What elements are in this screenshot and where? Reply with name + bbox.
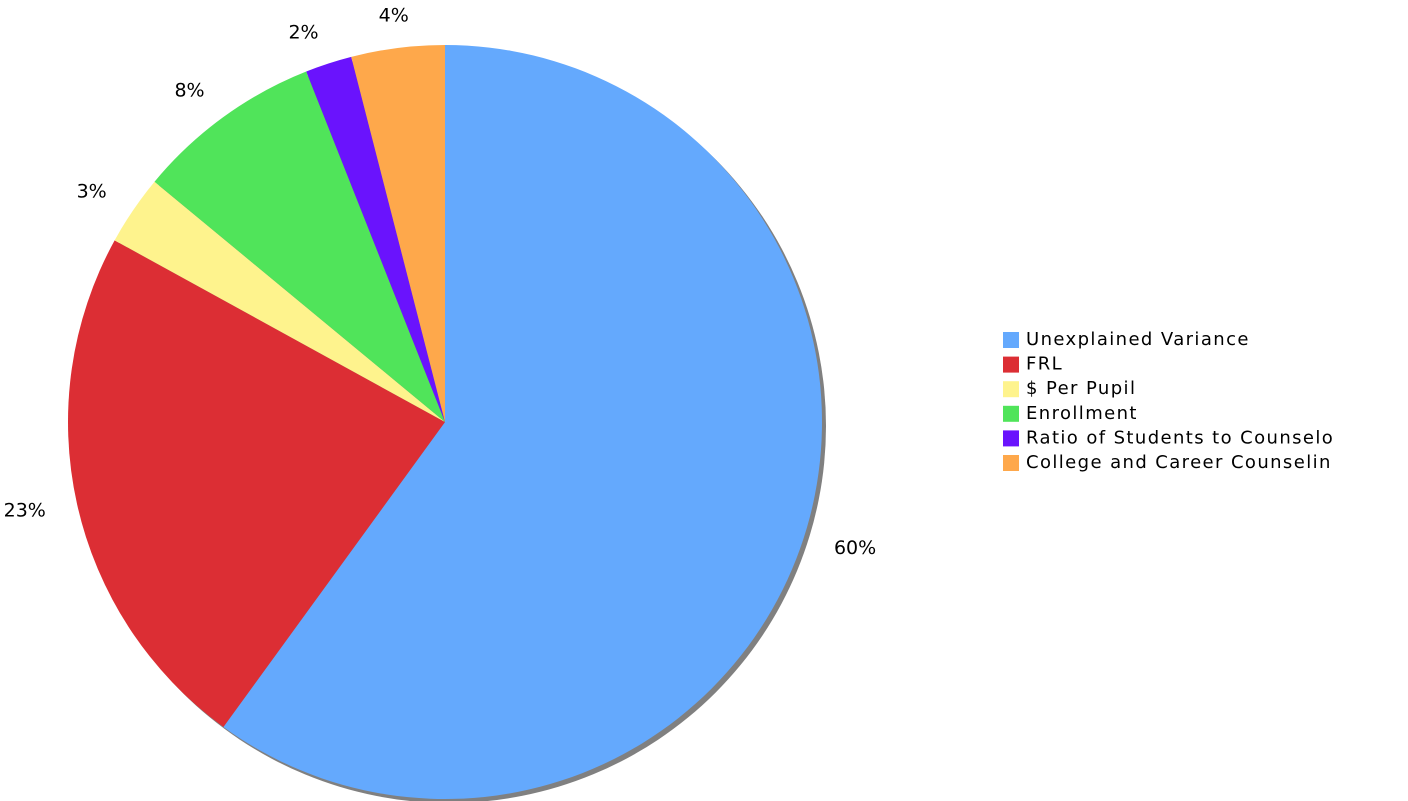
legend-label: Ratio of Students to Counselo <box>1026 427 1334 448</box>
data-labels: 60% 23% 3% 8% 2% 4% <box>4 5 877 559</box>
legend-swatch <box>1003 430 1019 447</box>
legend-label: Unexplained Variance <box>1026 329 1250 350</box>
legend-swatch <box>1003 455 1019 471</box>
pie-slice <box>154 71 445 422</box>
legend-swatch <box>1003 381 1019 398</box>
legend-swatch <box>1003 356 1019 373</box>
data-label: 3% <box>77 181 107 203</box>
pie-slice <box>223 45 822 800</box>
pie <box>67 45 822 800</box>
pie-slice <box>114 181 445 422</box>
data-label: 60% <box>834 537 876 559</box>
legend-swatch <box>1003 405 1019 422</box>
pie-slice <box>306 56 445 422</box>
legend-label: FRL <box>1026 354 1063 375</box>
legend-label: College and Career Counselin <box>1026 452 1332 473</box>
pie-slice <box>67 240 445 727</box>
legend-swatch <box>1003 332 1019 348</box>
data-label: 4% <box>379 5 409 27</box>
pie-slice <box>351 45 445 422</box>
legend: Unexplained Variance FRL $ Per Pupil Enroll… <box>1003 329 1334 473</box>
data-label: 2% <box>288 22 318 44</box>
data-label: 23% <box>4 500 46 522</box>
legend-label: Enrollment <box>1026 403 1138 424</box>
legend-label: $ Per Pupil <box>1026 378 1136 399</box>
data-label: 8% <box>174 80 204 102</box>
